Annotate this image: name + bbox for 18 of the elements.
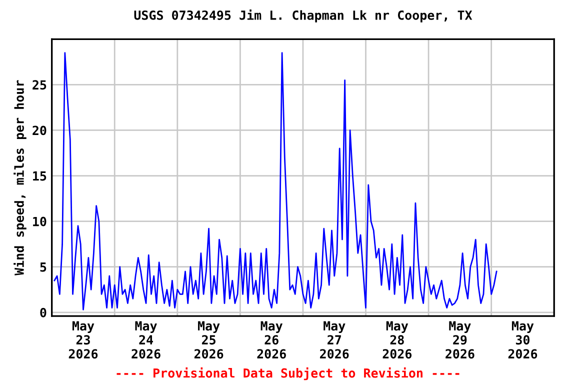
chart-title: USGS 07342495 Jim L. Chapman Lk nr Cooper, TX [134, 10, 472, 22]
x-tick-label: May 27 2026 [320, 321, 349, 359]
x-tick-label: May 25 2026 [194, 321, 224, 359]
y-tick-label: 0 [40, 308, 46, 318]
y-tick-label: 5 [40, 262, 46, 272]
y-tick-label: 25 [32, 80, 46, 90]
x-tick-label: May 28 2026 [382, 321, 412, 359]
x-tick-label: May 23 2026 [68, 321, 98, 359]
y-tick-label: 15 [33, 171, 46, 181]
y-tick-label: 10 [33, 216, 46, 226]
x-tick-label: May 26 2026 [257, 321, 286, 359]
y-axis-title: Wind speed, miles per hour [14, 80, 26, 276]
x-tick-label: May 29 2026 [446, 321, 474, 359]
line-series [54, 52, 498, 310]
x-tick-label: May 30 2026 [508, 321, 538, 359]
text: ---- Provisional Data Subject to Revision ---- [116, 367, 460, 380]
x-tick-label: May 24 2026 [132, 321, 160, 359]
y-tick-label: 20 [32, 126, 46, 136]
